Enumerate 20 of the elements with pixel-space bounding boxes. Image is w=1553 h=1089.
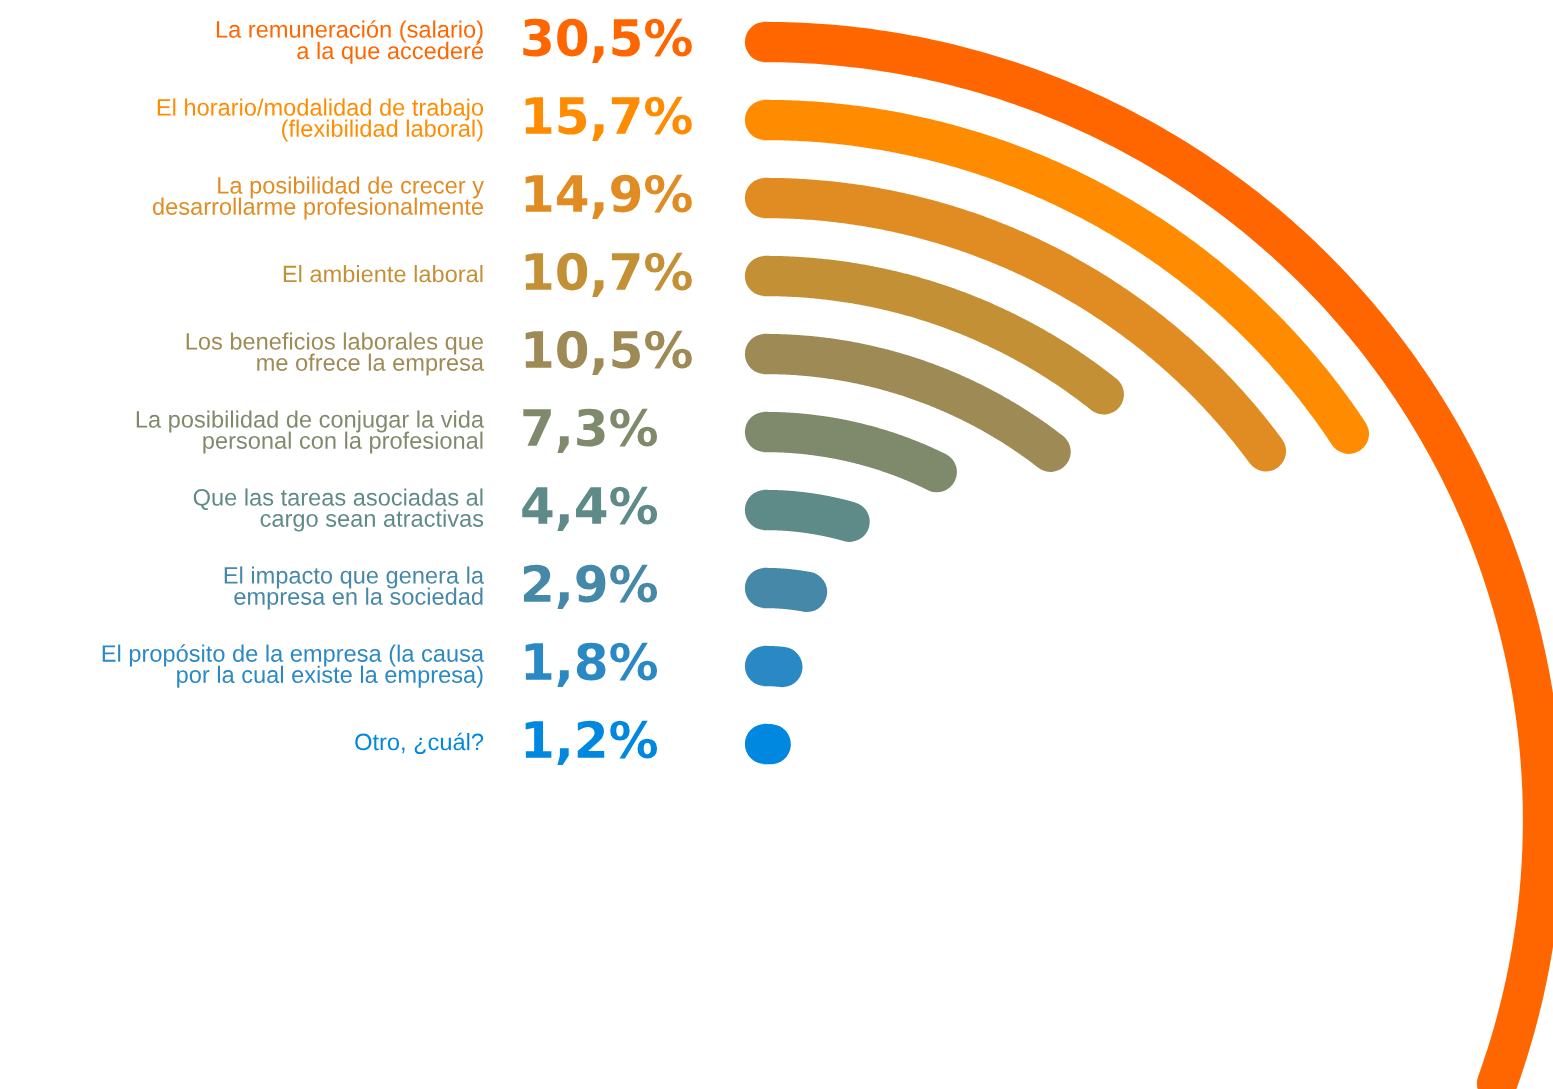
data-label: 2,9% <box>523 564 658 609</box>
category-label: Que las tareas asociadas al cargo sean atractivas <box>193 488 484 532</box>
category-label: La remuneración (salario) a la que accederé <box>216 20 483 64</box>
data-label: 30,5% <box>523 18 692 63</box>
category-label: El propósito de la empresa (la causa por la cual existe la empresa) <box>102 644 485 688</box>
data-label: 1,8% <box>525 642 658 687</box>
data-label: 15,7% <box>525 96 692 141</box>
data-label: 7,3% <box>523 408 658 453</box>
category-label: Otro, ¿cuál? <box>355 732 484 755</box>
category-label: El impacto que genera la empresa en la sociedad <box>224 566 485 610</box>
data-label: 14,9% <box>525 174 692 219</box>
category-label: Los beneficios laborales que me ofrece la empresa <box>186 332 485 376</box>
category-label: La posibilidad de crecer y desarrollarme profesionalmente <box>152 176 484 220</box>
data-label: 10,5% <box>525 330 692 375</box>
data-label: 1,2% <box>525 720 658 765</box>
data-label: 4,4% <box>522 486 658 531</box>
category-label: El horario/modalidad de trabajo (flexibilidad laboral) <box>157 98 484 142</box>
data-label: 10,7% <box>525 252 692 297</box>
category-label: El ambiente laboral <box>283 264 483 283</box>
category-label: La posibilidad de conjugar la vida personal con la profesional <box>136 410 485 454</box>
